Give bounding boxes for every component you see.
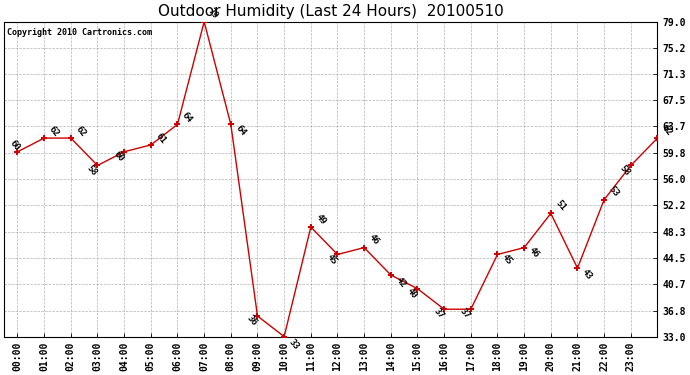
Text: 45: 45 [325,252,339,266]
Text: 58: 58 [618,163,632,177]
Text: 64: 64 [180,111,194,125]
Text: 51: 51 [553,199,567,213]
Text: 43: 43 [580,267,594,281]
Text: 45: 45 [500,252,514,266]
Text: Copyright 2010 Cartronics.com: Copyright 2010 Cartronics.com [8,28,152,37]
Text: 46: 46 [367,233,381,247]
Text: 60: 60 [8,138,21,152]
Text: 40: 40 [405,286,419,300]
Text: 62: 62 [74,124,88,139]
Text: 62: 62 [660,123,674,137]
Text: 58: 58 [85,163,99,177]
Text: 36: 36 [245,314,259,328]
Text: 61: 61 [154,132,168,146]
Text: 42: 42 [393,276,407,290]
Text: 33: 33 [287,337,301,351]
Text: 79: 79 [206,7,219,21]
Text: 53: 53 [607,185,621,199]
Text: 49: 49 [313,212,327,226]
Text: 64: 64 [234,123,248,138]
Text: 37: 37 [458,307,472,321]
Title: Outdoor Humidity (Last 24 Hours)  20100510: Outdoor Humidity (Last 24 Hours) 2010051… [158,4,504,19]
Text: 37: 37 [432,307,446,321]
Text: 60: 60 [112,150,126,164]
Text: 46: 46 [527,245,541,260]
Text: 62: 62 [47,124,61,139]
